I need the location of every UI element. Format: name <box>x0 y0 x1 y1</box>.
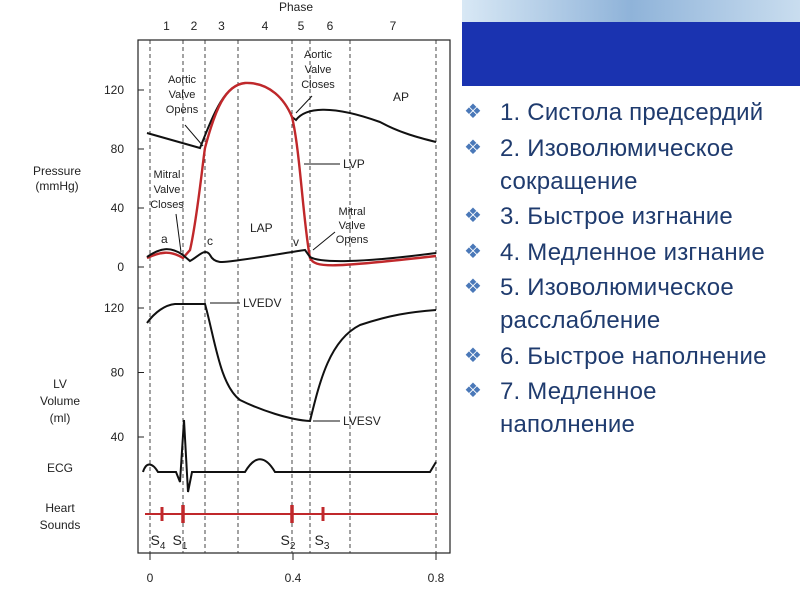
list-item: ❖ 4. Медленное изгнание <box>462 236 798 269</box>
list-text: 6. Быстрое наполнение <box>500 342 767 370</box>
annotation: Mitral <box>154 169 181 181</box>
annotation: Opens <box>336 234 369 246</box>
sound-label: S4 <box>151 532 166 552</box>
sound-label: S3 <box>315 532 330 552</box>
list-item: ❖ 1. Систола предсердий <box>462 96 798 129</box>
sound-subscript: 2 <box>290 541 296 552</box>
phase-lines <box>149 40 437 553</box>
banner-photo <box>462 0 800 22</box>
y-tick-label: 40 <box>111 201 125 215</box>
annotation: Valve <box>169 89 196 101</box>
list-text: 1. Систола предсердий <box>500 99 764 126</box>
axis-label: Volume <box>40 394 80 408</box>
curve-label: LVEDV <box>243 296 281 310</box>
bullet: ❖ <box>464 240 483 263</box>
list-item: ❖ 3. Быстрое изгнание <box>462 200 798 233</box>
annotation: Aortic <box>168 74 197 86</box>
y-tick-label: 120 <box>104 301 124 315</box>
list-text: 2. Изоволюмическое сокращение <box>500 134 734 195</box>
annotation: Closes <box>301 79 335 91</box>
bullet: ❖ <box>464 136 483 159</box>
lv-pressure <box>146 81 437 267</box>
bullet: ❖ <box>464 344 483 367</box>
annotation: Valve <box>154 184 181 196</box>
phase-list: ❖ 1. Систола предсердий ❖ 2. Изоволюмическо… <box>462 96 798 444</box>
y-tick-label: 120 <box>104 83 124 97</box>
bullet: ❖ <box>464 101 483 123</box>
annotation: Valve <box>339 220 366 232</box>
annotation: Valve <box>305 64 332 76</box>
sound-subscript: 4 <box>160 541 166 552</box>
sound-letter: S <box>281 532 290 548</box>
axis-label: LV <box>53 377 67 391</box>
y-tick-label: 0 <box>117 260 124 274</box>
sound-letter: S <box>173 532 182 548</box>
bullet: ❖ <box>464 205 483 227</box>
axis-label: Heart <box>45 501 75 515</box>
wave-label: a <box>161 232 168 246</box>
sound-label: S2 <box>281 532 296 552</box>
axis-label: ECG <box>47 461 73 475</box>
list-item: ❖ 5. Изоволюмическое расслабление <box>462 271 798 337</box>
bullet: ❖ <box>464 276 483 298</box>
phase-title: Phase <box>279 0 313 14</box>
annotation: Mitral <box>339 206 366 218</box>
phase-number: 1 <box>163 19 170 33</box>
list-text: 4. Медленное изгнание <box>500 238 765 266</box>
pointers <box>175 95 340 422</box>
sound-subscript: 1 <box>182 541 188 552</box>
phase-number: 5 <box>298 19 305 33</box>
sound-letter: S <box>151 532 160 548</box>
ecg-trace <box>142 419 437 493</box>
banner <box>462 22 800 86</box>
x-tick-label: 0.8 <box>428 571 445 585</box>
phase-number: 3 <box>218 19 225 33</box>
sound-label: S1 <box>173 532 188 552</box>
frame <box>137 39 451 554</box>
wave-label: v <box>293 235 299 249</box>
sound-subscript: 3 <box>324 541 330 552</box>
sound-letter: S <box>315 532 324 548</box>
bullet: ❖ <box>464 380 483 402</box>
axis-label: (mmHg) <box>35 179 78 193</box>
x-tick-label: 0.4 <box>285 571 302 585</box>
annotation: Opens <box>166 104 199 116</box>
la-pressure <box>146 248 437 263</box>
phase-number: 4 <box>262 19 269 33</box>
curve-label: LVP <box>343 157 365 171</box>
curve-label: AP <box>393 90 409 104</box>
axis-label: Pressure <box>33 164 81 178</box>
list-text: 7. Медленное наполнение <box>500 378 657 438</box>
list-text: 3. Быстрое изгнание <box>500 203 733 230</box>
axis-label: (ml) <box>50 411 71 425</box>
list-item: ❖ 2. Изоволюмическое сокращение <box>462 132 798 198</box>
y-tick-label: 80 <box>111 142 125 156</box>
phase-number: 6 <box>327 19 334 33</box>
heart-sounds <box>145 505 438 523</box>
phase-number: 2 <box>191 19 198 33</box>
y-tick-label: 40 <box>111 430 125 444</box>
annotation: Closes <box>150 199 184 211</box>
list-item: ❖ 6. Быстрое наполнение <box>462 340 798 373</box>
annotation: Aortic <box>304 49 333 61</box>
list-text: 5. Изоволюмическое расслабление <box>500 274 734 334</box>
y-tick-label: 80 <box>111 366 125 380</box>
curve-label: LVESV <box>343 414 381 428</box>
curve-label: LAP <box>250 221 273 235</box>
x-tick-label: 0 <box>147 571 154 585</box>
axis-label: Sounds <box>40 518 81 532</box>
lv-volume <box>146 303 437 423</box>
list-item: ❖ 7. Медленное наполнение <box>462 375 798 441</box>
phase-number: 7 <box>390 19 397 33</box>
wave-label: c <box>207 234 213 248</box>
